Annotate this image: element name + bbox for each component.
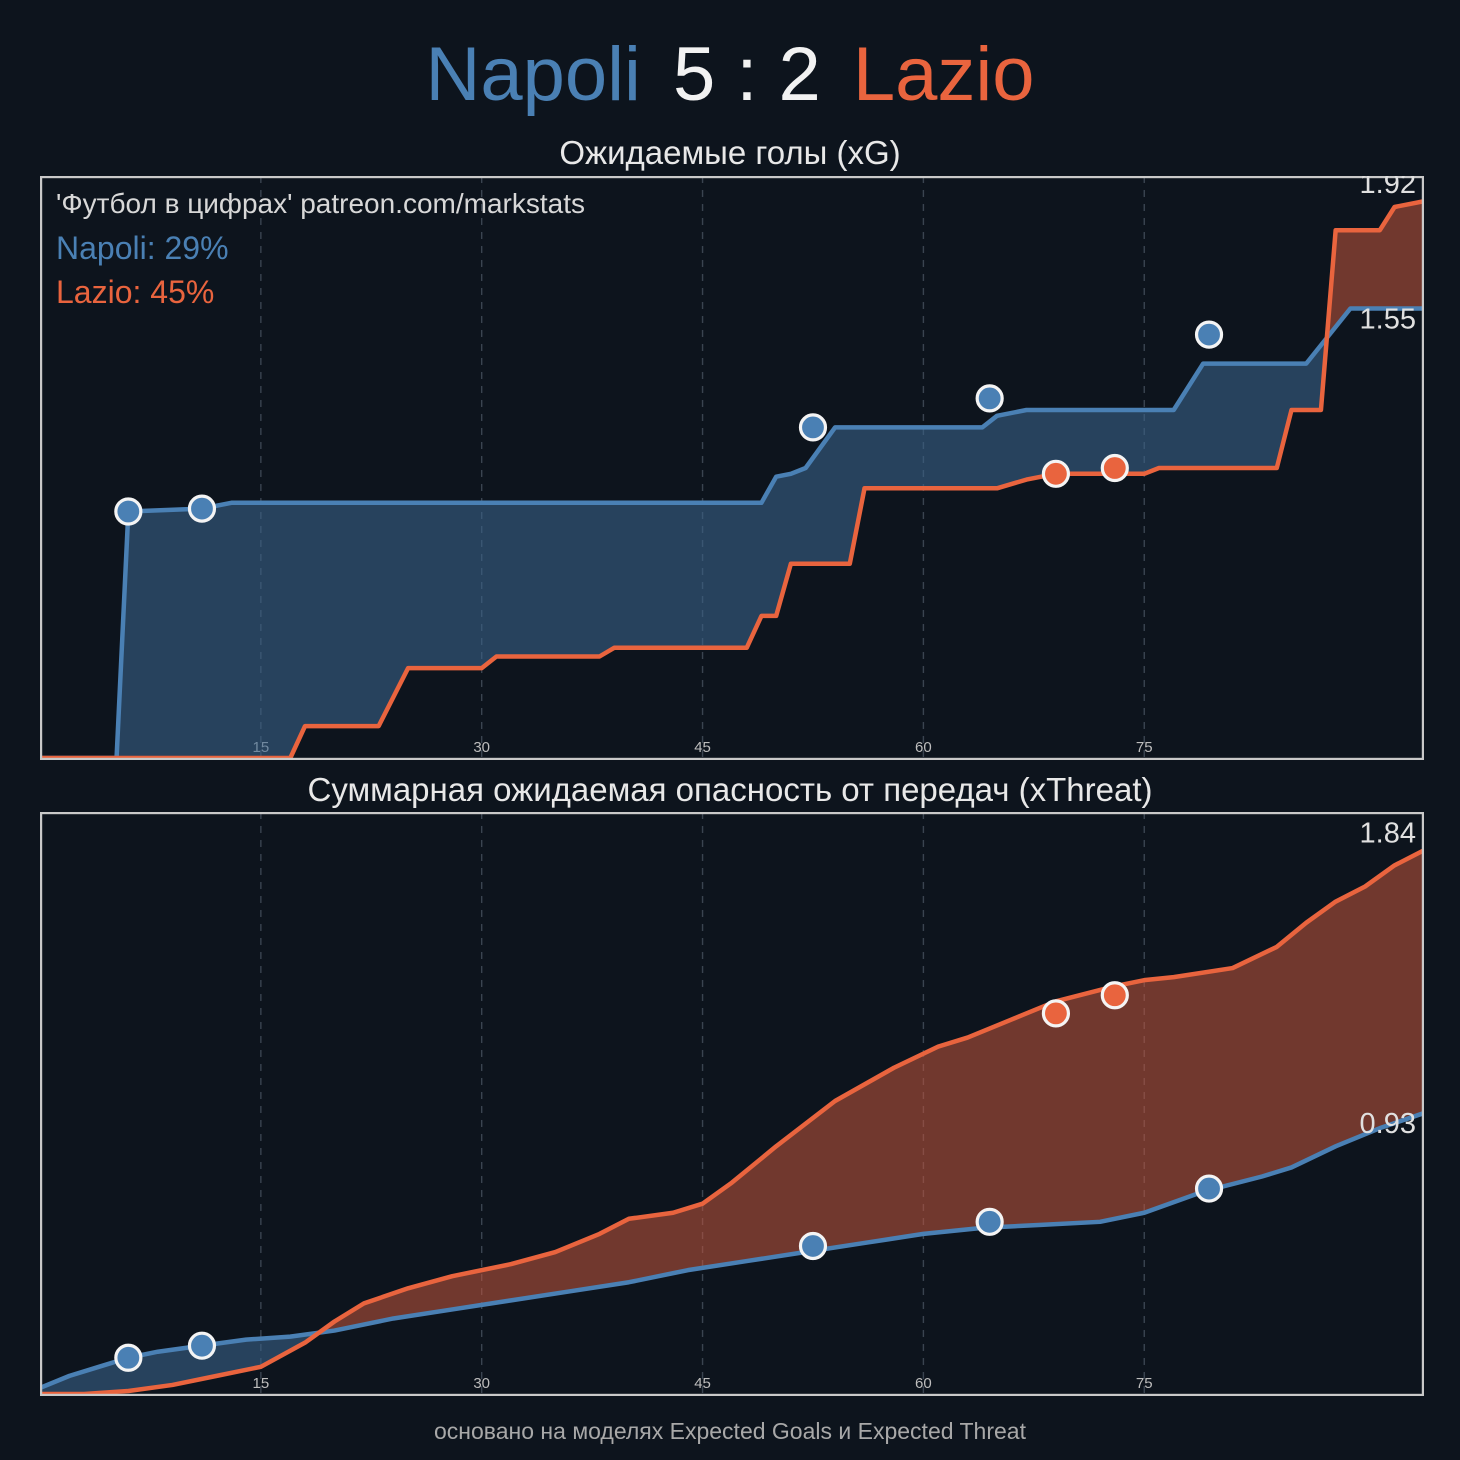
x-tick-label-60: 60 bbox=[915, 739, 932, 756]
goal-marker-napoli-1 bbox=[114, 1343, 143, 1372]
x-tick-label-75: 75 bbox=[1136, 1375, 1153, 1392]
away-win-probability: Lazio: 45% bbox=[56, 274, 215, 310]
end-value-label-lazio: 1.92 bbox=[1360, 176, 1416, 200]
home-team-name: Napoli bbox=[425, 32, 641, 117]
source-watermark: 'Футбол в цифрах' patreon.com/markstats bbox=[56, 188, 585, 219]
fill-band-lazio bbox=[1326, 201, 1424, 338]
goal-marker-lazio-2 bbox=[1100, 453, 1129, 483]
fill-band-lazio bbox=[318, 850, 1424, 1333]
xg-chart-title: Ожидаемые голы (xG) bbox=[559, 134, 901, 171]
goal-marker-napoli-4 bbox=[975, 384, 1004, 413]
goal-marker-napoli-5 bbox=[1194, 320, 1224, 349]
goal-marker-lazio-1 bbox=[1041, 459, 1071, 488]
footer-note: основано на моделях Expected Goals и Exp… bbox=[434, 1418, 1026, 1444]
chart-frame bbox=[40, 812, 1424, 1396]
goal-marker-lazio-2 bbox=[1100, 981, 1129, 1010]
match-title: Napoli 5 : 2 Lazio bbox=[0, 30, 1460, 120]
away-team-name: Lazio bbox=[852, 32, 1035, 117]
series-line-lazio bbox=[40, 848, 1424, 1396]
home-win-probability: Napoli: 29% bbox=[56, 230, 229, 266]
goal-marker-napoli-4 bbox=[975, 1207, 1004, 1236]
goal-marker-napoli-3 bbox=[798, 413, 828, 442]
goal-marker-napoli-5 bbox=[1194, 1174, 1224, 1203]
x-tick-label-30: 30 bbox=[473, 739, 490, 756]
end-value-label-napoli: 1.55 bbox=[1360, 304, 1416, 336]
x-tick-label-75: 75 bbox=[1136, 739, 1153, 756]
fill-band-napoli bbox=[40, 1332, 319, 1394]
goal-marker-napoli-3 bbox=[798, 1231, 828, 1261]
end-value-label-lazio: 1.84 bbox=[1360, 817, 1416, 849]
x-tick-label-30: 30 bbox=[473, 1375, 490, 1392]
goal-marker-lazio-1 bbox=[1041, 999, 1071, 1028]
chart-canvas-1: 15 30 45 60 75 1.84 0.93 bbox=[40, 812, 1424, 1396]
xthreat-chart: 15 30 45 60 75 1.84 0.93 bbox=[40, 812, 1424, 1396]
end-value-label-napoli: 0.93 bbox=[1360, 1108, 1416, 1140]
chart-frame bbox=[40, 176, 1424, 760]
goal-marker-napoli-2 bbox=[187, 494, 217, 523]
xthreat-chart-title: Суммарная ожидаемая опасность от передач… bbox=[307, 771, 1153, 808]
goal-marker-napoli-1 bbox=[114, 497, 143, 526]
fill-band-napoli bbox=[40, 337, 1327, 758]
x-tick-label-15: 15 bbox=[253, 1375, 270, 1392]
x-tick-label-45: 45 bbox=[694, 1375, 711, 1392]
x-tick-label-60: 60 bbox=[915, 1375, 932, 1392]
series-line-lazio bbox=[40, 198, 1424, 760]
match-score: 5 : 2 bbox=[672, 32, 821, 117]
goal-marker-napoli-2 bbox=[187, 1331, 217, 1360]
x-tick-label-45: 45 bbox=[694, 739, 711, 756]
